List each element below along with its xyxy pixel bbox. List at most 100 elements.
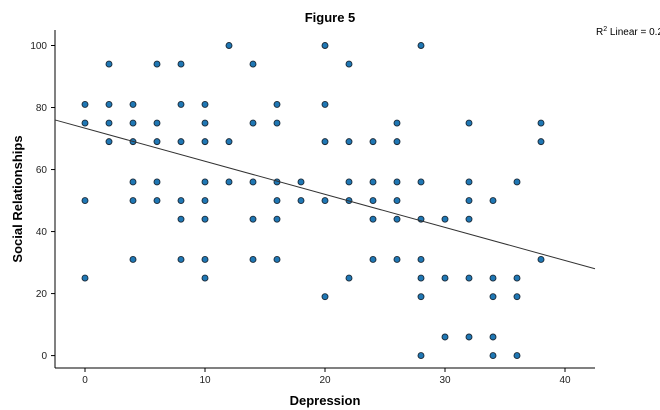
scatter-point (417, 256, 425, 263)
data-points (81, 42, 545, 360)
scatter-point (345, 178, 353, 186)
r2-annotation-suffix: Linear = 0.259 (607, 27, 660, 38)
scatter-point (513, 178, 521, 186)
scatter-point (393, 178, 401, 186)
scatter-point (201, 197, 209, 205)
scatter-point (489, 197, 497, 205)
scatter-point (201, 100, 209, 108)
scatter-point (81, 197, 89, 205)
scatter-point (537, 119, 545, 127)
scatter-point (393, 256, 401, 263)
scatter-point (201, 215, 209, 223)
x-tick-label: 40 (559, 375, 571, 386)
scatter-point (321, 293, 329, 301)
scatter-point (393, 119, 401, 127)
x-axis-ticks: 0 10 20 30 40 (82, 368, 571, 386)
scatter-point (465, 119, 473, 127)
scatter-point (417, 352, 425, 360)
scatter-point (177, 197, 185, 205)
scatter-point (177, 60, 185, 68)
scatter-point (273, 215, 281, 223)
scatter-point (105, 100, 113, 108)
scatter-point (297, 197, 305, 205)
scatter-point (153, 60, 161, 68)
y-axis-ticks: 0 20 40 60 80 100 (30, 41, 55, 362)
scatter-point (321, 100, 329, 108)
y-tick-label: 60 (36, 165, 48, 176)
scatter-point (513, 293, 521, 301)
scatter-point (129, 256, 137, 263)
scatter-point (369, 256, 377, 263)
scatter-point (465, 333, 473, 341)
y-axis-title: Social Relationships (10, 135, 25, 262)
x-tick-label: 30 (439, 375, 451, 386)
scatter-point (273, 256, 281, 263)
scatter-point (81, 274, 89, 282)
scatter-point (489, 293, 497, 301)
scatter-point (177, 100, 185, 108)
scatter-point (489, 274, 497, 282)
scatter-point (393, 215, 401, 223)
scatter-point (129, 197, 137, 205)
scatter-point (201, 256, 209, 263)
y-tick-label: 100 (30, 41, 47, 52)
scatter-point (465, 197, 473, 205)
scatter-point (273, 100, 281, 108)
scatter-point (249, 60, 257, 68)
scatter-point (153, 197, 161, 205)
scatter-point (441, 274, 449, 282)
scatter-point (513, 352, 521, 360)
scatter-point (105, 138, 113, 146)
scatter-point (297, 178, 305, 186)
scatter-point (201, 178, 209, 186)
scatter-point (489, 352, 497, 360)
scatter-point (345, 274, 353, 282)
chart-title: Figure 5 (305, 10, 356, 25)
scatter-point (153, 138, 161, 146)
scatter-point (345, 60, 353, 68)
scatter-point (369, 197, 377, 205)
y-tick-label: 80 (36, 103, 48, 114)
x-tick-label: 10 (199, 375, 211, 386)
scatter-point (129, 119, 137, 127)
x-tick-label: 0 (82, 375, 88, 386)
y-tick-label: 20 (36, 289, 48, 300)
scatter-point (129, 100, 137, 108)
scatter-point (417, 178, 425, 186)
scatter-point (465, 178, 473, 186)
scatter-point (249, 256, 257, 263)
scatter-point (465, 215, 473, 223)
scatter-point (369, 178, 377, 186)
scatter-point (153, 178, 161, 186)
scatter-point (393, 138, 401, 146)
scatter-point (81, 100, 89, 108)
scatter-point (249, 178, 257, 186)
scatter-point (537, 138, 545, 146)
linear-fit-line (54, 119, 596, 270)
scatter-point (225, 42, 233, 49)
scatter-point (105, 119, 113, 127)
scatter-point (225, 138, 233, 146)
scatter-point (249, 119, 257, 127)
scatter-point (177, 215, 185, 223)
scatter-point (153, 119, 161, 127)
scatter-point (513, 274, 521, 282)
r2-annotation-superscript: 2 (603, 26, 607, 33)
scatter-point (201, 274, 209, 282)
scatter-point (345, 138, 353, 146)
scatter-point (489, 333, 497, 341)
scatter-point (417, 293, 425, 301)
r2-annotation: R2 Linear = 0.259 (596, 26, 660, 38)
scatter-point (81, 119, 89, 127)
scatter-point (417, 274, 425, 282)
scatter-point (105, 60, 113, 68)
y-tick-label: 0 (41, 351, 47, 362)
scatter-point (441, 333, 449, 341)
scatter-point (465, 274, 473, 282)
r2-annotation-prefix: R (596, 27, 603, 38)
scatter-point (417, 42, 425, 49)
scatter-point (273, 197, 281, 205)
scatter-point (393, 197, 401, 205)
scatter-point (201, 138, 209, 146)
